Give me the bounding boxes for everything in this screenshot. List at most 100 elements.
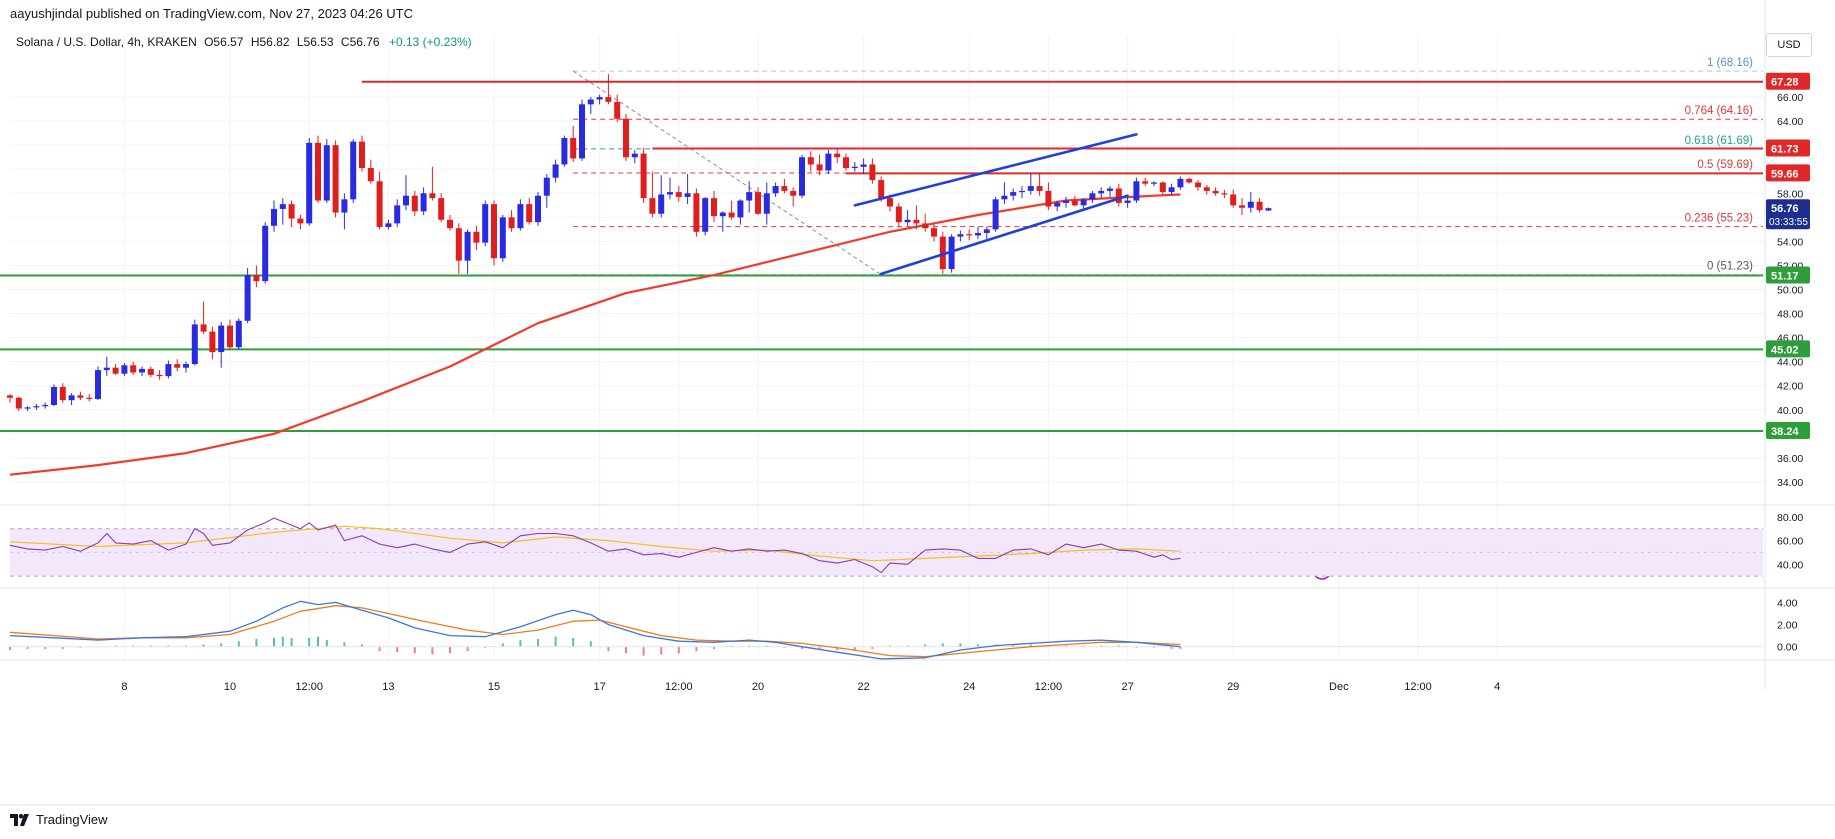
macd-histogram-bar [325, 640, 328, 647]
time-tick-label: 17 [593, 681, 605, 693]
macd-histogram-bar [695, 646, 698, 652]
candle-body [1001, 195, 1008, 200]
candle-body [42, 404, 49, 407]
macd-histogram-bar [519, 640, 522, 647]
macd-histogram-bar [642, 646, 645, 656]
macd-histogram-bar [660, 646, 663, 655]
price-badge-label: 51.17 [1771, 270, 1799, 282]
candle-body [517, 204, 524, 229]
candle-body [535, 195, 541, 223]
candle-body [728, 212, 735, 218]
price-badge [1766, 164, 1810, 182]
candle-body [649, 198, 656, 214]
time-tick-label: 24 [963, 681, 975, 693]
price-badge [1766, 72, 1810, 90]
candle-body [904, 219, 911, 223]
macd-histogram-bar [748, 645, 751, 647]
macd-histogram-bar [44, 646, 47, 649]
macd-histogram-bar [149, 645, 152, 647]
candle-body [297, 218, 304, 224]
candle-body [746, 192, 753, 201]
candle-body [1063, 200, 1069, 203]
candle-body [1159, 182, 1166, 193]
close-value: C56.76 [340, 35, 380, 49]
candle-body [323, 145, 330, 201]
candle-body [244, 275, 251, 321]
candle-body [411, 195, 418, 212]
macd-histogram-bar [889, 645, 891, 647]
candle-body [95, 370, 101, 399]
time-tick-label: 22 [857, 681, 869, 693]
candle-body [623, 118, 629, 158]
macd-histogram-bar [625, 646, 627, 654]
macd-histogram-bar [431, 646, 434, 655]
candle-body [1010, 192, 1017, 196]
published-line: aayushjindal published on TradingView.co… [10, 6, 414, 21]
candle-body [772, 186, 779, 194]
macd-histogram-bar [413, 646, 416, 654]
macd-histogram-bar [466, 646, 469, 652]
candle-body [1115, 188, 1122, 203]
candle-body [719, 212, 726, 217]
macd-histogram-bar [677, 646, 680, 654]
price-badge [1766, 199, 1810, 230]
candle-body [675, 192, 682, 197]
candle-body [447, 219, 453, 229]
candles [7, 74, 1272, 411]
low-value: L56.53 [296, 35, 334, 49]
candle-body [552, 164, 559, 178]
time-tick-label: 12:00 [1404, 681, 1432, 693]
candle-body [367, 168, 374, 182]
candle-body [1239, 205, 1245, 208]
candle-body [279, 204, 286, 209]
candle-body [429, 193, 436, 199]
price-badge-label: 59.66 [1771, 168, 1799, 180]
candle-body [103, 367, 110, 371]
brand-label: TradingView [36, 812, 108, 827]
macd-histogram-bar [801, 646, 803, 649]
candle-body [561, 137, 568, 165]
tradingview-brand[interactable]: TradingView [10, 812, 108, 827]
macd-histogram-bar [202, 644, 205, 647]
candle-body [15, 397, 22, 409]
candle-body [491, 204, 497, 259]
macd-histogram-bar [1117, 645, 1120, 647]
macd-line [9, 600, 1181, 660]
candle-body [781, 186, 788, 191]
macd-histogram-bar [1065, 645, 1067, 647]
price-tick-label: 42.00 [1777, 381, 1803, 393]
time-tick-label: 12:00 [1035, 681, 1063, 693]
candle-body [605, 97, 612, 102]
fib-level-label: 0 (51.23) [1707, 261, 1753, 273]
candle-body [1089, 193, 1096, 200]
candle-body [271, 208, 277, 226]
macd-histogram-bar [1100, 645, 1103, 647]
open-value: O56.57 [204, 35, 244, 49]
high-value: H56.82 [250, 35, 290, 49]
macd-histogram-bar [537, 638, 539, 647]
price-tick-label: 40.00 [1777, 405, 1803, 417]
price-badge [1766, 266, 1810, 284]
candle-body [1212, 190, 1219, 194]
candle-body [579, 104, 585, 159]
fib-level-label: 0.618 (61.69) [1685, 135, 1754, 147]
currency-button[interactable]: USD [1766, 33, 1812, 57]
candle-body [1080, 199, 1087, 206]
macd-histogram-bar [26, 646, 29, 649]
candle-body [1186, 178, 1193, 183]
macd-histogram-bar [317, 636, 319, 647]
macd-histogram-bar [501, 643, 504, 647]
candle-body [86, 397, 93, 399]
candle-body [1098, 190, 1105, 194]
trend-channel-line [879, 194, 1129, 276]
candle-body [209, 331, 216, 353]
fib-level-label: 0.764 (64.16) [1685, 105, 1754, 117]
price-badge [1766, 340, 1810, 358]
macd-histogram-bar [361, 644, 363, 647]
macd-histogram-bar [554, 636, 557, 647]
candle-body [799, 157, 805, 196]
rsi-tick-label: 60.00 [1777, 536, 1803, 548]
macd-histogram-bar [1029, 644, 1032, 647]
time-tick-label: 27 [1121, 681, 1133, 693]
